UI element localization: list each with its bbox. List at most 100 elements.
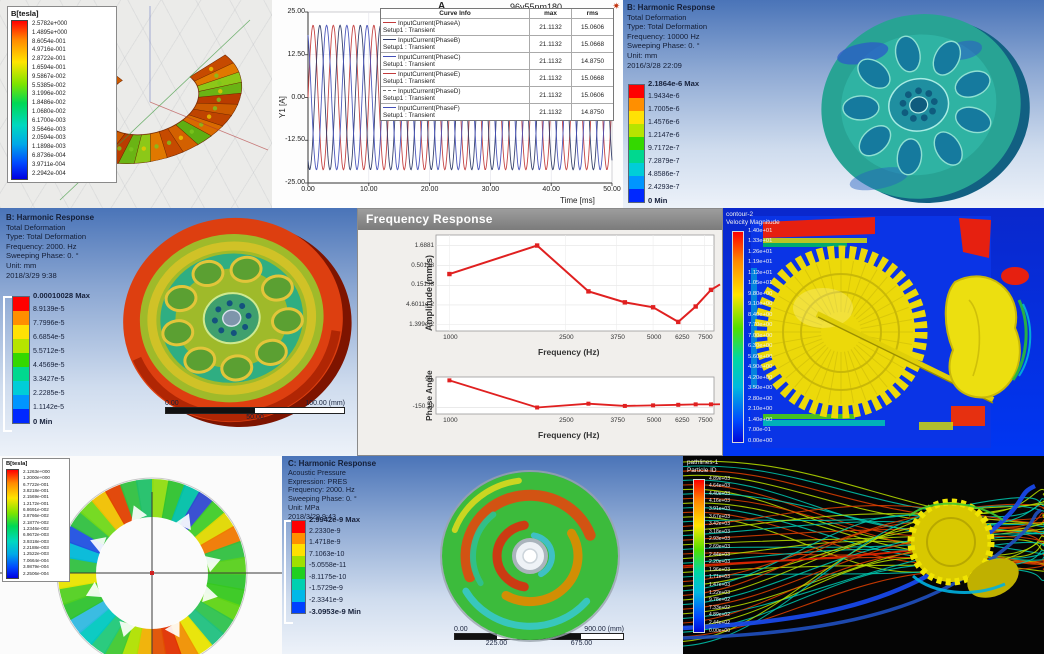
velocity-colorbar: contour-2 Velocity Magnitude 1.40e+01 1.33e… [726,211,796,451]
colorbar-value: 7.2879e-7 [648,158,680,165]
colorbar-value: 1.8486e-002 [32,100,66,107]
panel-harmonic-response-10000hz: B: Harmonic Response Total Deformation Typ… [623,0,1044,208]
ruler-max: 100.00 (mm) [305,400,345,407]
window-titlebar[interactable]: Frequency Response [358,209,722,230]
colorbar-values: 2.5782e+000 1.4895e+000 8.6054e-001 4.9716e… [32,20,67,180]
x-tick: 6250 [675,334,690,341]
rms-value: 15.0668 [580,40,605,48]
colorbar-value: 6.8736e-004 [32,152,66,159]
legend-header-line: Velocity Magnitude [726,218,780,226]
curve-sample [383,56,396,57]
plot-corner-label: A [438,1,446,12]
max-value: 21.1132 [530,53,573,69]
colorbar-value: 1.4895e+000 [32,29,68,36]
scale-ruler: 0.00 100.00 (mm) 50.00 [165,400,345,421]
info-line: Frequency: 2000. Hz [288,485,355,495]
colorbar-value: 4.4569e-5 [33,362,65,369]
x-tick: 0.00 [301,186,315,193]
max-value: 21.1132 [530,36,573,52]
deformation-colorbar: 0.00010028 Max 8.9139e-5 7.7996e-5 6.6854e-… [12,291,132,434]
ruler-mid: 50.00 [246,414,264,421]
legend-row: InputCurrent(PhaseB) Setup1 : Transient 21… [381,35,613,52]
x-tick: 50.00 [603,186,621,193]
colorbar-value: 4.40e+03 [709,490,730,497]
colorbar-value: 1.33e+01 [748,238,773,244]
colorbar-value: 1.12e+01 [748,269,773,276]
x-tick: 30.00 [481,186,500,193]
legend-header-line: pathlines-1 [687,459,719,466]
max-value: 21.1132 [530,87,573,103]
info-line: Unit: mm [6,260,37,270]
colorbar-value: 1.2000e+000 [23,475,50,481]
max-value: 21.1132 [530,19,573,35]
colorbar-value: 6.7722e-001 [23,481,49,487]
colorbar-value: 1.05e+01 [748,280,773,286]
x-tick: 5000 [646,334,662,341]
panel-cfd-velocity-contour: contour-2 Velocity Magnitude 1.40e+01 1.33e… [723,208,1044,456]
colorbar-value: 2.1877e-002 [23,519,49,525]
panel-maxwell-torus-field: B[tesla] 2.5782e+000 1.4895e+000 8.6054e-0… [0,0,272,208]
ruler-max: 900.00 (mm) [584,626,624,633]
colorbar-value: -1.5729e-9 [309,585,343,592]
colorbar-value: 2.2285e-5 [33,390,65,397]
legend-row: InputCurrent(PhaseE) Setup1 : Transient 21… [381,69,613,86]
deformation-colorbar: 2.1864e-6 Max 1.9434e-6 1.7005e-6 1.4576e-6… [628,79,748,208]
rainbow-colorbar [693,479,705,633]
colorbar-value: 7.1063e-10 [309,550,345,558]
y-tick: 12.50 [287,50,305,58]
particle-colorbar: pathlines-1 Particle ID 4.89e+03 4.64e+03 4.… [687,459,757,651]
streamline-model [683,460,1044,647]
colorbar-value: 2.8722e-001 [32,56,66,63]
colorbar-value: 1.2172e-001 [23,500,49,506]
colorbar-value: 4.20e+00 [748,374,773,381]
colorbar-value: 7.7996e-5 [33,320,65,327]
colorbar-value: 9.5867e-002 [32,73,66,80]
colorbar-value: 1.40e+00 [748,416,773,423]
info-line: Acoustic Pressure [288,467,346,477]
colorbar-value: 4.8586e-7 [648,171,680,178]
x-axis-label: Time [ms] [560,196,595,205]
info-line: Total Deformation [6,222,66,232]
colorbar-value: 1.2522e-003 [23,551,49,557]
colorbar-value: 0.00e+00 [748,437,773,444]
colorbar-value: 2.1569e-001 [23,494,49,500]
colorbar-value: 1.22e+03 [709,589,730,596]
colorbar-value: 0 Min [33,417,53,426]
colorbar-value: 1.1142e-5 [33,404,65,411]
colorbar-value: 1.96e+03 [709,566,730,573]
amplitude-y-tick: 1.6881 [414,241,434,249]
colorbar-value: 1.4718e-9 [309,539,341,546]
colorbar-value: 2.2188e-003 [23,545,49,551]
colorbar-value: 7.70e+00 [748,322,773,328]
colorbar-value: 1.6594e-001 [32,64,66,71]
analysis-info: B: Harmonic Response Total Deformation Typ… [6,213,94,280]
y-tick: -12.50 [285,136,305,144]
x-tick: 7500 [698,334,713,341]
colorbar-value: 1.9434e-6 [648,93,680,100]
colorbar-value: 0.00010028 Max [33,291,91,300]
colorbar-value: 2.2506e-004 [23,570,49,576]
colorbar-value: 9.10e+00 [748,301,773,307]
colorbar-value: -3.0953e-9 Min [309,607,361,616]
max-value: 21.1132 [530,70,573,86]
amplitude-y-tick: 0.15138 [411,281,434,289]
color-band-bar [12,296,30,424]
plot-title: 96v55nm180 [510,2,563,12]
legend-row: InputCurrent(PhaseC) Setup1 : Transient 21… [381,52,613,69]
x-tick: 7500 [698,417,713,424]
info-line: Unit: mm [627,50,658,60]
colorbar-value: 6.30e+00 [748,343,773,349]
colorbar-value: 1.26e+01 [748,248,773,255]
stator-ring-model [0,477,282,654]
colorbar-value: 3.5646e-003 [32,126,66,133]
colorbar-value: 1.4576e-6 [648,119,680,126]
info-line: 2018/3/29 9:38 [6,270,57,280]
info-line: Sweeping Phase: 0. ° [288,494,357,504]
curve-sample [383,22,396,23]
info-line: 2018/3/29 9:43 [288,511,336,521]
legend-header-row: Curve Info max rms [381,9,613,18]
colorbar-value: 3.42e+03 [709,521,730,528]
ruler-min: 0.00 [165,400,179,407]
colorbar-value: 6.9672e-003 [23,532,49,538]
